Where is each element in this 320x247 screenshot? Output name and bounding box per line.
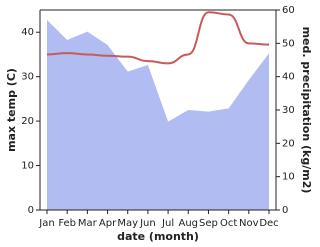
y2-tick-label: 50 <box>282 38 295 49</box>
y2-tick-label: 60 <box>282 5 295 16</box>
y-tick-label: 20 <box>21 116 34 127</box>
x-tick-label: Jun <box>139 218 156 229</box>
y-tick-label: 40 <box>21 27 34 38</box>
y2-tick-label: 0 <box>282 205 288 216</box>
x-tick-label: Dec <box>259 218 278 229</box>
y2-tick-label: 40 <box>282 72 295 83</box>
y2-tick-label: 20 <box>282 138 295 149</box>
y2-tick-label: 10 <box>282 172 295 183</box>
x-tick-label: Oct <box>220 218 237 229</box>
y-axis-title: max temp (C) <box>5 68 18 152</box>
x-tick-label: Aug <box>179 218 199 229</box>
x-tick-label: Nov <box>239 218 259 229</box>
precip-area <box>47 20 269 210</box>
temp-line <box>46 11 270 65</box>
y2-tick-label: 30 <box>282 105 295 116</box>
x-tick-label: Feb <box>58 218 76 229</box>
x-tick-label: Mar <box>78 218 98 229</box>
y2-axis-title: med. precipitation (kg/m2) <box>300 27 313 194</box>
x-tick-label: Jan <box>38 218 54 229</box>
x-axis-title: date (month) <box>117 230 199 243</box>
y-tick-label: 10 <box>21 161 34 172</box>
x-tick-label: Sep <box>199 218 218 229</box>
x-tick-label: Apr <box>99 218 117 229</box>
y-tick-label: 0 <box>28 205 34 216</box>
x-tick-label: May <box>117 218 138 229</box>
y-tick-label: 30 <box>21 72 34 83</box>
x-tick-label: Jul <box>161 218 174 229</box>
